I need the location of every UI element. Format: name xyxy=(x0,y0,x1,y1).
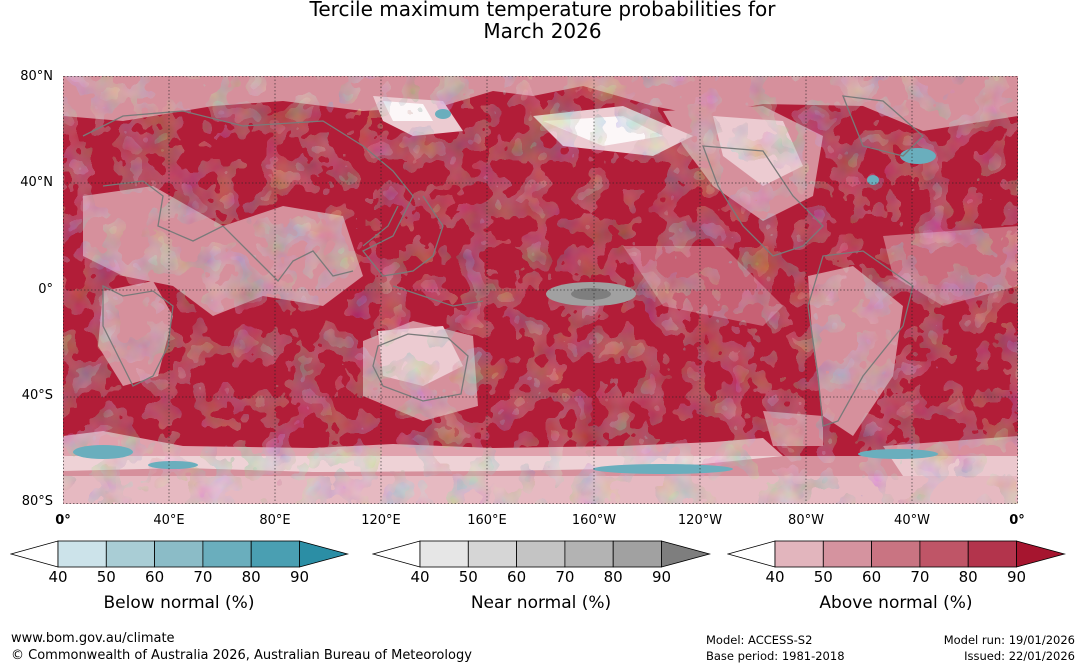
near-normal-core xyxy=(571,288,611,300)
map-title-line1: Tercile maximum temperature probabilitie… xyxy=(309,0,776,21)
above-tick-label: 40 xyxy=(765,568,785,586)
below-arrow-high xyxy=(299,540,350,568)
below-arrow-low xyxy=(10,540,59,568)
issued-text: Issued: 22/01/2026 xyxy=(964,649,1075,663)
lon-label-160w: 160°W xyxy=(571,513,617,528)
lat-label-80s: 80°S xyxy=(21,494,53,509)
website-text: www.bom.gov.au/climate xyxy=(11,631,175,646)
map-title-line2: March 2026 xyxy=(483,19,602,43)
above-segment xyxy=(871,540,921,568)
above-arrow-low xyxy=(727,540,776,568)
lon-label-0-end: 0° xyxy=(1009,513,1025,528)
lat-label-40s: 40°S xyxy=(21,388,53,403)
below-segment xyxy=(57,540,107,568)
below-tick-label: 40 xyxy=(48,568,68,586)
lon-label-40e: 40°E xyxy=(153,513,185,528)
below-tick-label: 90 xyxy=(289,568,310,586)
near-tick-label: 80 xyxy=(603,568,623,586)
below-normal-patches xyxy=(73,109,938,474)
lon-label-160e: 160°E xyxy=(467,513,507,528)
lon-label-0: 0° xyxy=(55,513,71,528)
colorbar-below-normal xyxy=(10,540,350,568)
copyright-text: © Commonwealth of Australia 2026, Austra… xyxy=(11,648,472,663)
base-period-text: Base period: 1981-2018 xyxy=(706,649,845,663)
below-segment xyxy=(105,540,156,568)
above-segment xyxy=(822,540,873,568)
above-segment xyxy=(919,540,969,568)
near-arrow-high xyxy=(661,540,712,568)
near-segment xyxy=(516,540,566,568)
lat-label-eq: 0° xyxy=(38,282,53,297)
below-tick-label: 60 xyxy=(145,568,165,586)
colorbar-near-label: Near normal (%) xyxy=(470,593,612,613)
near-segment xyxy=(612,540,662,568)
above-segment xyxy=(967,540,1017,568)
above-arrow-high xyxy=(1016,540,1067,568)
near-tick-label: 70 xyxy=(555,568,575,586)
coastlines xyxy=(82,95,924,427)
model-text: Model: ACCESS-S2 xyxy=(706,633,813,647)
colorbar-above-normal xyxy=(727,540,1067,568)
near-segment xyxy=(419,540,469,568)
below-tick-label: 70 xyxy=(193,568,213,586)
near-tick-label: 50 xyxy=(458,568,478,586)
lat-label-80n: 80°N xyxy=(20,69,53,84)
lon-label-40w: 40°W xyxy=(894,513,930,528)
above-tick-label: 50 xyxy=(813,568,833,586)
colorbar-above-label: Above normal (%) xyxy=(819,593,973,613)
model-run-text: Model run: 19/01/2026 xyxy=(943,633,1075,647)
above-tick-label: 90 xyxy=(1006,568,1027,586)
below-segment xyxy=(202,540,252,568)
lon-label-120w: 120°W xyxy=(677,513,723,528)
lat-label-40n: 40°N xyxy=(20,175,53,190)
above-tick-label: 80 xyxy=(958,568,978,586)
colorbar-near-normal xyxy=(372,540,712,568)
near-tick-label: 40 xyxy=(410,568,430,586)
lon-label-80w: 80°W xyxy=(788,513,824,528)
lon-label-80e: 80°E xyxy=(259,513,291,528)
above-tick-label: 60 xyxy=(862,568,882,586)
above-segment xyxy=(774,540,824,568)
probability-map xyxy=(63,76,1018,504)
below-tick-label: 80 xyxy=(241,568,261,586)
below-segment xyxy=(250,540,300,568)
colorbar-below-label: Below normal (%) xyxy=(103,593,255,613)
above-tick-label: 70 xyxy=(910,568,930,586)
near-segment xyxy=(564,540,614,568)
near-tick-label: 90 xyxy=(651,568,672,586)
near-arrow-low xyxy=(372,540,421,568)
below-segment xyxy=(154,540,204,568)
near-tick-label: 60 xyxy=(507,568,527,586)
below-tick-label: 50 xyxy=(96,568,116,586)
graticule xyxy=(63,76,1018,504)
near-segment xyxy=(467,540,518,568)
lon-label-120e: 120°E xyxy=(361,513,401,528)
